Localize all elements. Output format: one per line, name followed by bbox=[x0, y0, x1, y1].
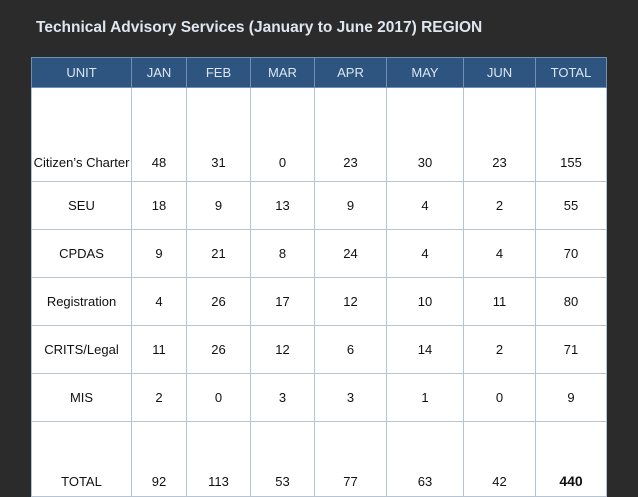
header-feb: FEB bbox=[186, 57, 251, 88]
header-mar: MAR bbox=[250, 57, 315, 88]
cell-jun: 4 bbox=[463, 229, 536, 278]
cell-may: 63 bbox=[386, 421, 464, 497]
cell-total: 80 bbox=[535, 277, 607, 326]
cell-total: 70 bbox=[535, 229, 607, 278]
cell-apr: 23 bbox=[314, 87, 387, 182]
cell-jan: 2 bbox=[131, 373, 187, 422]
cell-may: 4 bbox=[386, 181, 464, 230]
cell-jan: 11 bbox=[131, 325, 187, 374]
header-may: MAY bbox=[386, 57, 464, 88]
header-apr: APR bbox=[314, 57, 387, 88]
cell-jan: 18 bbox=[131, 181, 187, 230]
cell-mar: 0 bbox=[250, 87, 315, 182]
cell-may: 4 bbox=[386, 229, 464, 278]
cell-unit: CPDAS bbox=[31, 229, 132, 278]
table-row: Citizen’s Charter 48 31 0 23 30 23 155 bbox=[31, 87, 607, 182]
cell-feb: 9 bbox=[186, 181, 251, 230]
cell-feb: 31 bbox=[186, 87, 251, 182]
cell-jun: 11 bbox=[463, 277, 536, 326]
cell-jan: 4 bbox=[131, 277, 187, 326]
cell-jun: 2 bbox=[463, 181, 536, 230]
table-row: MIS 2 0 3 3 1 0 9 bbox=[31, 373, 607, 422]
cell-mar: 13 bbox=[250, 181, 315, 230]
cell-jun: 2 bbox=[463, 325, 536, 374]
cell-may: 1 bbox=[386, 373, 464, 422]
cell-unit: SEU bbox=[31, 181, 132, 230]
header-jan: JAN bbox=[131, 57, 187, 88]
cell-jun: 23 bbox=[463, 87, 536, 182]
cell-jun: 42 bbox=[463, 421, 536, 497]
cell-mar: 8 bbox=[250, 229, 315, 278]
table-row: Registration 4 26 17 12 10 11 80 bbox=[31, 277, 607, 326]
cell-unit: Citizen’s Charter bbox=[31, 87, 132, 182]
table-row: CPDAS 9 21 8 24 4 4 70 bbox=[31, 229, 607, 278]
cell-may: 10 bbox=[386, 277, 464, 326]
cell-may: 30 bbox=[386, 87, 464, 182]
cell-jan: 9 bbox=[131, 229, 187, 278]
cell-apr: 12 bbox=[314, 277, 387, 326]
cell-apr: 9 bbox=[314, 181, 387, 230]
cell-jan: 48 bbox=[131, 87, 187, 182]
table-row: SEU 18 9 13 9 4 2 55 bbox=[31, 181, 607, 230]
cell-feb: 21 bbox=[186, 229, 251, 278]
header-jun: JUN bbox=[463, 57, 536, 88]
cell-total: 155 bbox=[535, 87, 607, 182]
cell-feb: 26 bbox=[186, 277, 251, 326]
cell-total: 55 bbox=[535, 181, 607, 230]
table-header-row: UNIT JAN FEB MAR APR MAY JUN TOTAL bbox=[31, 57, 607, 88]
cell-apr: 77 bbox=[314, 421, 387, 497]
cell-total: 71 bbox=[535, 325, 607, 374]
cell-unit: Registration bbox=[31, 277, 132, 326]
cell-mar: 17 bbox=[250, 277, 315, 326]
slide-title: Technical Advisory Services (January to … bbox=[36, 19, 483, 36]
cell-unit: MIS bbox=[31, 373, 132, 422]
grand-total-cell: 440 bbox=[535, 421, 607, 497]
table-row: CRITS/Legal 11 26 12 6 14 2 71 bbox=[31, 325, 607, 374]
cell-mar: 53 bbox=[250, 421, 315, 497]
header-total: TOTAL bbox=[535, 57, 607, 88]
cell-mar: 3 bbox=[250, 373, 315, 422]
cell-may: 14 bbox=[386, 325, 464, 374]
table-total-row: TOTAL 92 113 53 77 63 42 440 bbox=[31, 421, 607, 497]
cell-unit: TOTAL bbox=[31, 421, 132, 497]
advisory-services-table: UNIT JAN FEB MAR APR MAY JUN TOTAL Citiz… bbox=[31, 57, 607, 497]
cell-apr: 24 bbox=[314, 229, 387, 278]
header-unit: UNIT bbox=[31, 57, 132, 88]
cell-mar: 12 bbox=[250, 325, 315, 374]
cell-total: 9 bbox=[535, 373, 607, 422]
cell-feb: 26 bbox=[186, 325, 251, 374]
cell-unit: CRITS/Legal bbox=[31, 325, 132, 374]
cell-apr: 6 bbox=[314, 325, 387, 374]
cell-apr: 3 bbox=[314, 373, 387, 422]
cell-jun: 0 bbox=[463, 373, 536, 422]
cell-feb: 0 bbox=[186, 373, 251, 422]
cell-feb: 113 bbox=[186, 421, 251, 497]
cell-jan: 92 bbox=[131, 421, 187, 497]
